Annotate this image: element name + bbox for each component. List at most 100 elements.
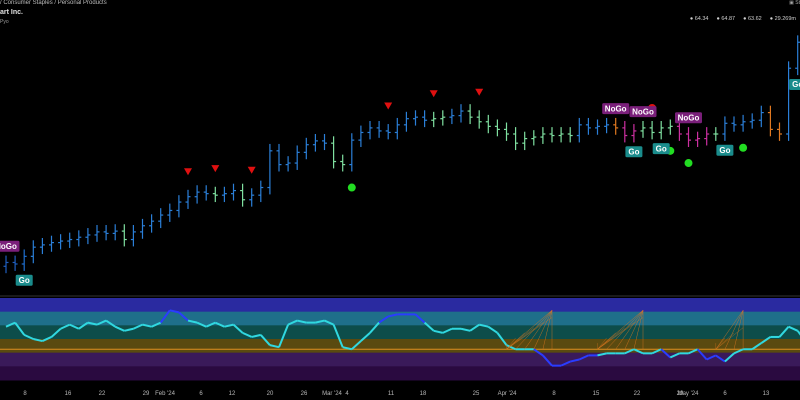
corner-label[interactable]: ▣ St [789, 0, 800, 6]
oscillator-line [287, 319, 298, 326]
oscillator-line [651, 348, 662, 355]
oscillator-line [715, 354, 726, 363]
oscillator-line [751, 342, 762, 351]
ohlc-high: ● 64.87 [716, 16, 736, 22]
nogo-badge-label: NoGo [632, 107, 654, 116]
ohlc-volume: ● 29.269m [769, 16, 796, 22]
green-dot-marker [347, 183, 356, 192]
breadcrumb: / Consumer Staples / Personal Products [0, 0, 107, 6]
red-triangle-marker [247, 166, 256, 174]
x-tick-label: 15 [593, 391, 600, 397]
oscillator-line [724, 352, 735, 363]
ohlc-low: ● 63.62 [743, 16, 762, 22]
oscillator-line [778, 326, 790, 338]
oscillator-line [578, 354, 589, 361]
ohlc-open-value: 64.34 [694, 16, 709, 22]
oscillator-line [496, 332, 508, 346]
x-tick-label: 29 [143, 391, 150, 397]
go-badge [789, 78, 800, 90]
x-tick-label: 12 [229, 391, 236, 397]
nogo-badge [602, 103, 630, 115]
oscillator-fan [597, 337, 607, 350]
go-badge [652, 143, 670, 155]
oscillator-fan [715, 337, 726, 350]
x-tick-label: 11 [388, 391, 395, 397]
x-tick-label: 22 [99, 391, 106, 397]
timeframe-label: Pyo [0, 19, 9, 25]
oscillator-line [332, 324, 344, 348]
nogo-badge [0, 240, 20, 252]
oscillator-line [41, 336, 52, 342]
oscillator-zone [0, 339, 800, 354]
oscillator-line [60, 323, 71, 330]
corner-icon: ▣ [789, 0, 796, 6]
oscillator-line [688, 348, 699, 355]
ohlc-readout: ● 64.34 ● 64.87 ● 63.62 ● 29.269m [690, 16, 796, 22]
oscillator-line [278, 324, 290, 348]
x-tick-label: 4 [345, 391, 349, 397]
x-tick-label: 26 [301, 391, 308, 397]
oscillator-line [478, 323, 489, 328]
oscillator-line [696, 348, 708, 361]
go-badge-label: Go [719, 146, 730, 155]
oscillator-line [378, 315, 389, 324]
oscillator-line [169, 309, 180, 314]
oscillator-line [597, 352, 607, 357]
x-tick-label: 18 [420, 391, 427, 397]
go-badge [625, 146, 643, 158]
red-triangle-marker [211, 165, 220, 173]
oscillator-line [660, 348, 671, 359]
oscillator-line [78, 321, 89, 330]
oscillator-line [624, 348, 635, 355]
ohlc-low-value: 63.62 [747, 16, 762, 22]
oscillator-line [342, 346, 353, 351]
oscillator-line [69, 323, 80, 330]
oscillator-zone [0, 352, 800, 367]
nogo-badge-label: NoGo [0, 242, 17, 251]
oscillator-line [159, 309, 171, 324]
oscillator-line [760, 336, 771, 344]
oscillator-zone [0, 366, 800, 381]
oscillator-line [360, 332, 371, 342]
oscillator-fan [633, 310, 644, 350]
oscillator-line [124, 327, 134, 332]
oscillator-line [251, 333, 262, 338]
oscillator-line [414, 313, 426, 324]
green-dot-marker [684, 159, 693, 168]
x-tick-label: 8 [23, 391, 27, 397]
oscillator-line [669, 352, 680, 359]
oscillator-line [423, 321, 435, 332]
oscillator-fan [715, 332, 735, 350]
x-tick-label: May '24 [678, 391, 699, 397]
x-tick-label: Mar '24 [322, 391, 342, 397]
oscillator-line [50, 328, 62, 338]
x-tick-label: 20 [267, 391, 274, 397]
go-badge-label: Go [792, 80, 800, 89]
oscillator-line [96, 319, 107, 326]
oscillator-fan [715, 310, 744, 350]
go-badge-label: Go [656, 144, 667, 153]
oscillator-line [433, 329, 444, 334]
oscillator-zone [0, 311, 800, 326]
oscillator-line [506, 344, 517, 351]
x-tick-label: Feb '24 [155, 391, 175, 397]
oscillator-fan [542, 310, 553, 350]
oscillator-fan [733, 310, 744, 350]
nogo-badge-label: NoGo [605, 104, 627, 113]
oscillator-fan [597, 317, 644, 350]
oscillator-line [232, 323, 244, 334]
oscillator-fan [597, 332, 616, 350]
ohlc-high-value: 64.87 [721, 16, 736, 22]
oscillator-line [224, 323, 234, 328]
oscillator-line [387, 313, 398, 318]
oscillator-fan [606, 310, 644, 350]
nogo-badge [675, 112, 702, 124]
red-triangle-marker [429, 90, 438, 98]
x-tick-label: 16 [65, 391, 72, 397]
x-tick-label: 6 [723, 391, 727, 397]
oscillator-line [633, 348, 644, 355]
oscillator-line [132, 323, 143, 330]
oscillator-line [242, 331, 253, 338]
oscillator-line [187, 319, 198, 324]
